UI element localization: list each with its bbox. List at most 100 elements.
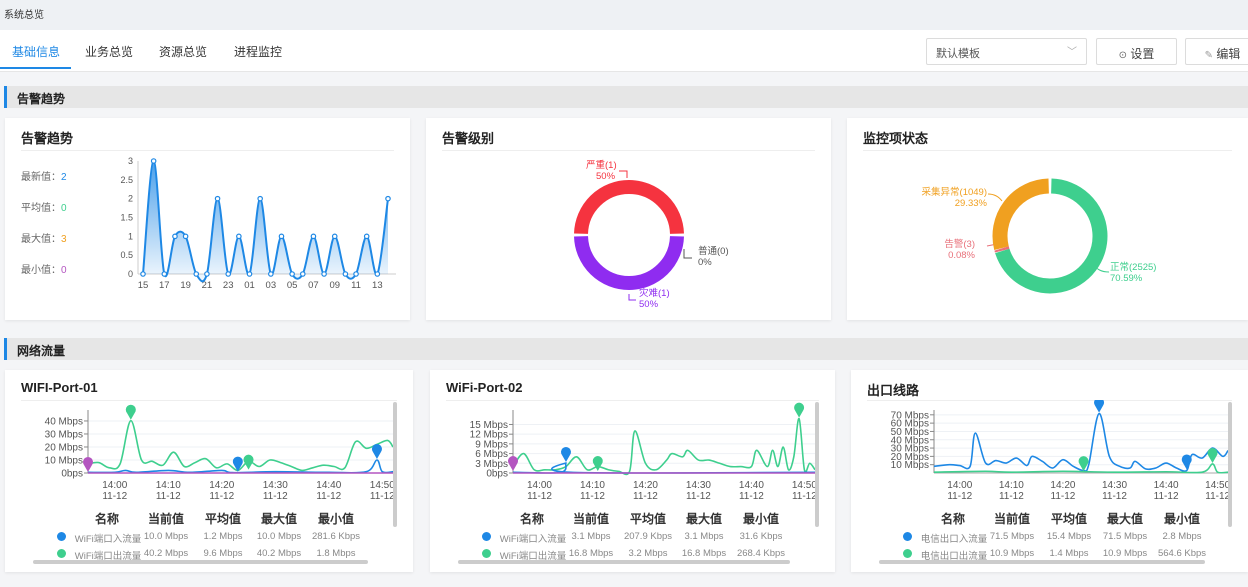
series-line	[512, 417, 816, 476]
legend-dot[interactable]	[482, 532, 491, 541]
series-name[interactable]: WiFi端口入流量	[499, 534, 567, 545]
legend-dot[interactable]	[57, 549, 66, 558]
x-tick-label: 11	[351, 280, 361, 291]
y-tick-label: 40 Mbps	[891, 435, 929, 446]
donut-slice	[994, 246, 1010, 253]
settings-button[interactable]: ⊙ 设置	[1096, 38, 1177, 65]
table-header: 名称	[519, 512, 545, 526]
y-tick-label: 0bps	[486, 469, 508, 480]
tab-bar: 基础信息 业务总览 资源总览 进程监控 默认模板 ﹀ ⊙ 设置 ✎ 编辑	[0, 30, 1248, 72]
tab-business-overview[interactable]: 业务总览	[85, 45, 134, 59]
series-line	[933, 463, 1229, 474]
legend-dot[interactable]	[903, 532, 912, 541]
data-point	[278, 233, 285, 240]
card-title: 出口线路	[867, 383, 920, 398]
x-tick-label: 17	[159, 280, 170, 291]
stat-value: 0	[61, 265, 67, 276]
chevron-down-icon: ﹀	[1067, 47, 1077, 58]
series-line	[87, 419, 394, 472]
data-point	[150, 158, 157, 164]
horizontal-scrollbar[interactable]	[458, 560, 791, 564]
section-alarm-trend: 告警趋势	[4, 86, 1248, 108]
y-tick-label: 12 Mbps	[470, 430, 508, 441]
stat-label: 平均值：	[21, 203, 61, 214]
x-tick-label: 05	[287, 280, 298, 291]
horizontal-scrollbar[interactable]	[879, 560, 1205, 564]
x-tick-time: 14:50	[792, 480, 817, 491]
edit-button[interactable]: ✎ 编辑	[1185, 38, 1248, 65]
x-tick-time: 14:10	[580, 480, 605, 491]
slice-percent: 50%	[596, 171, 616, 182]
table-cell: 1.4 Mbps	[1049, 548, 1089, 559]
x-tick-time: 14:10	[999, 480, 1024, 491]
series-name[interactable]: WiFi端口入流量	[74, 534, 142, 545]
table-cell: 31.6 Kbps	[739, 531, 783, 542]
data-point	[225, 271, 232, 277]
vertical-scrollbar[interactable]	[1228, 402, 1232, 527]
table-header: 最小值	[742, 512, 780, 526]
tab-resource-overview[interactable]: 资源总览	[159, 45, 208, 59]
stat-item: 最新值：2	[21, 168, 67, 183]
slice-percent: 70.59%	[1110, 273, 1143, 284]
slice-label: 严重(1)	[586, 159, 617, 171]
y-tick-label: 2.5	[120, 175, 133, 185]
tab-basic-info[interactable]: 基础信息	[12, 45, 61, 59]
legend-dot[interactable]	[482, 549, 491, 558]
y-tick-label: 1	[128, 231, 133, 241]
marker-pin	[1181, 454, 1192, 470]
alarm-trend-chart: 0 0.5 1 1.5 2 2.5 3 15 17 19 21 23 01 03 05 07 09 11 13	[120, 156, 396, 291]
table-header: 最大值	[260, 512, 298, 526]
divider	[446, 400, 819, 401]
y-tick-label: 3 Mbps	[475, 459, 508, 470]
x-tick-date: 11-12	[1051, 491, 1076, 502]
horizontal-scrollbar[interactable]	[33, 560, 368, 564]
legend-dot[interactable]	[903, 549, 912, 558]
y-tick-label: 15 Mbps	[470, 420, 508, 431]
x-tick-label: 09	[329, 280, 340, 291]
y-tick-label: 10 Mbps	[891, 460, 929, 471]
series-name[interactable]: WiFi端口出流量	[74, 551, 142, 562]
label-leader	[1091, 262, 1110, 273]
series-name[interactable]: 电信出口入流量	[920, 534, 988, 545]
table-cell: 3.1 Mbps	[571, 531, 611, 542]
x-tick-time: 14:20	[209, 480, 234, 491]
stat-item: 最小值：0	[21, 261, 67, 276]
template-select[interactable]: 默认模板 ﹀	[926, 38, 1087, 65]
x-tick-label: 03	[266, 280, 277, 291]
x-tick-date: 11-12	[580, 491, 605, 502]
divider	[21, 400, 397, 401]
vertical-scrollbar[interactable]	[815, 402, 819, 527]
x-tick-time: 14:00	[102, 480, 127, 491]
divider	[21, 150, 394, 151]
active-tab-indicator	[0, 67, 71, 69]
table-cell: 3.2 Mbps	[628, 548, 668, 559]
y-tick-label: 40 Mbps	[45, 416, 83, 427]
slice-label: 普通(0)	[698, 245, 729, 257]
table-cell: 1.8 Mbps	[316, 548, 356, 559]
tab-process-monitor[interactable]: 进程监控	[234, 45, 283, 59]
vertical-scrollbar[interactable]	[393, 402, 397, 527]
network-card: WiFi-Port-02 0bps 3 Mbps 6 Mbps 9 Mbps 12 Mbp…	[430, 370, 835, 572]
table-cell: 10.9 Mbps	[989, 548, 1035, 559]
data-point	[331, 233, 338, 240]
table-header: 平均值	[204, 512, 242, 526]
y-tick-label: 20 Mbps	[891, 452, 929, 463]
table-cell: 10.9 Mbps	[1102, 548, 1148, 559]
legend-dot[interactable]	[57, 532, 66, 541]
series-name[interactable]: 电信出口出流量	[920, 551, 988, 562]
marker-pin	[560, 446, 571, 462]
data-point	[289, 271, 295, 277]
table-header: 最小值	[1163, 512, 1201, 526]
y-tick-label: 3	[128, 156, 133, 166]
x-tick-date: 11-12	[1205, 491, 1230, 502]
data-point	[204, 271, 210, 277]
marker-pin	[371, 443, 382, 459]
data-point	[353, 271, 359, 277]
label-leader	[683, 249, 692, 259]
series-name[interactable]: WiFi端口出流量	[499, 551, 567, 562]
target-icon: ⊙	[1118, 50, 1128, 61]
data-point	[182, 233, 189, 240]
slice-percent: 50%	[639, 299, 659, 310]
data-point	[236, 233, 242, 240]
